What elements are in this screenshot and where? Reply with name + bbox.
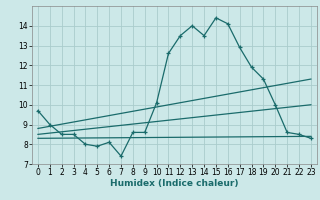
X-axis label: Humidex (Indice chaleur): Humidex (Indice chaleur) [110,179,239,188]
